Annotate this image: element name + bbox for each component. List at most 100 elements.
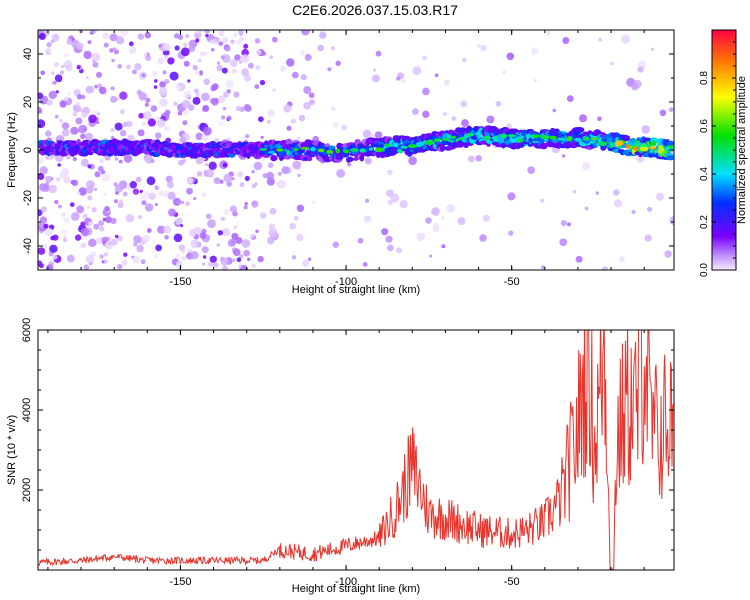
spectrogram-cell (210, 97, 219, 106)
spectrogram-cell (75, 117, 83, 125)
spectrogram-cell (86, 205, 91, 210)
spectrogram-cell (213, 262, 219, 268)
spectrogram-cell (624, 135, 631, 142)
snr-panel: -150 -100 -50 6000 4000 2000 Height of strai… (6, 318, 675, 595)
spectrogram-cell (239, 182, 245, 188)
spectrogram-cell (79, 108, 85, 113)
spectrogram-cell (137, 129, 145, 137)
spectrogram-cell (180, 200, 184, 205)
spectrogram-cell (317, 44, 325, 52)
spectrogram-cell (96, 71, 102, 78)
spectrogram-cell (268, 223, 275, 230)
spectrogram-cell (58, 119, 63, 123)
spectrogram-cell (412, 66, 422, 75)
spectrogram-cell (88, 114, 97, 124)
spectrogram-cell (43, 244, 47, 248)
spectrogram-cell (255, 229, 259, 233)
spectrogram-cell (302, 259, 310, 267)
spectrogram-cell (648, 146, 657, 150)
spectrogram-cell (665, 155, 674, 161)
spectrogram-cell (78, 124, 87, 134)
spectrogram-cell (138, 112, 144, 119)
x-tick-label: -100 (335, 276, 357, 288)
spectrogram-cell (117, 264, 123, 270)
spectrogram-cell (91, 207, 97, 213)
spectrogram-cell (114, 122, 123, 131)
spectrogram-cell (183, 42, 188, 48)
spectrogram-cell (243, 74, 251, 82)
spectrogram-cell (655, 192, 665, 201)
spectrogram-cell (231, 68, 237, 74)
spectrogram-cell (195, 156, 204, 165)
spectrogram-cell (506, 123, 512, 129)
spectrogram-cell (145, 97, 151, 103)
spectrogram-cell (499, 133, 508, 139)
spectrogram-cell (412, 108, 419, 115)
colorbar-ticks: 0.0 0.2 0.4 0.6 0.8 (699, 41, 736, 277)
colorbar-gradient (711, 29, 737, 271)
spectrogram-cell (111, 135, 115, 139)
spectrogram-cell (128, 46, 137, 54)
spectrogram-cell (202, 262, 206, 266)
spectrogram-cell (658, 145, 664, 151)
spectrogram-cell (54, 199, 59, 205)
spectrogram-cell (186, 187, 193, 195)
spectrogram-cell (165, 175, 173, 183)
spectrogram-cell (291, 255, 297, 260)
spectrogram-y-label: Frequency (Hz) (6, 112, 18, 188)
spectrogram-cell (97, 165, 104, 172)
spectrogram-cell (78, 187, 87, 196)
spectrogram-cell (216, 61, 221, 65)
spectrogram-cell (272, 88, 276, 92)
spectrogram-cell (636, 154, 645, 163)
spectrogram-cell (61, 212, 66, 218)
colorbar-tick-label: 0.6 (699, 119, 710, 133)
spectrogram-cell (475, 131, 483, 136)
spectrogram-cell (266, 236, 275, 245)
spectrogram-cell (364, 215, 372, 223)
spectrogram-cell (38, 247, 46, 255)
spectrogram-cell (269, 207, 277, 215)
spectrogram-cell (300, 50, 306, 56)
spectrogram-cell (110, 127, 115, 133)
spectrogram-cell (495, 100, 502, 107)
spectrogram-cell (669, 216, 674, 226)
spectrogram-cell (216, 65, 223, 72)
spectrogram-cell (629, 138, 637, 143)
spectrogram-cell (357, 237, 364, 244)
spectrogram-cell (416, 141, 425, 147)
colorbar-tick-label: 0.0 (699, 263, 710, 277)
spectrogram-cell (292, 160, 302, 170)
spectrogram-cell (240, 54, 250, 63)
spectrogram-cell (217, 95, 226, 103)
spectrogram-cell (530, 47, 539, 55)
spectrogram-cell (92, 61, 99, 68)
spectrogram-cell (218, 41, 224, 46)
spectrogram-cell (362, 262, 368, 267)
spectrogram-cell (67, 92, 71, 96)
spectrogram-cell (286, 125, 292, 131)
spectrogram-cell (50, 39, 55, 44)
spectrogram-cell (115, 234, 119, 239)
spectrogram-cell (136, 244, 144, 253)
spectrogram-cell (61, 229, 67, 235)
spectrogram-cell (145, 55, 152, 61)
spectrogram-cell (71, 179, 79, 186)
spectrogram-cell (115, 36, 125, 45)
spectrogram-cell (476, 43, 481, 48)
spectrogram-cell (296, 233, 304, 241)
y-tick-label: -40 (22, 238, 34, 254)
spectrogram-cell (185, 34, 190, 38)
spectrogram-cell (163, 43, 171, 51)
spectrogram-cell (70, 212, 80, 221)
spectrogram-cell (256, 49, 262, 56)
spectrogram-cell (668, 107, 674, 112)
spectrogram-cell (66, 38, 73, 45)
spectrogram-cell (434, 73, 439, 78)
spectrogram-cell (272, 36, 278, 43)
spectrogram-cell (225, 46, 231, 52)
spectrogram-cell (247, 257, 251, 261)
spectrogram-cell (48, 90, 57, 100)
figure-title: C2E6.2026.037.15.03.R17 (292, 2, 458, 18)
spectrogram-cell (54, 61, 60, 68)
